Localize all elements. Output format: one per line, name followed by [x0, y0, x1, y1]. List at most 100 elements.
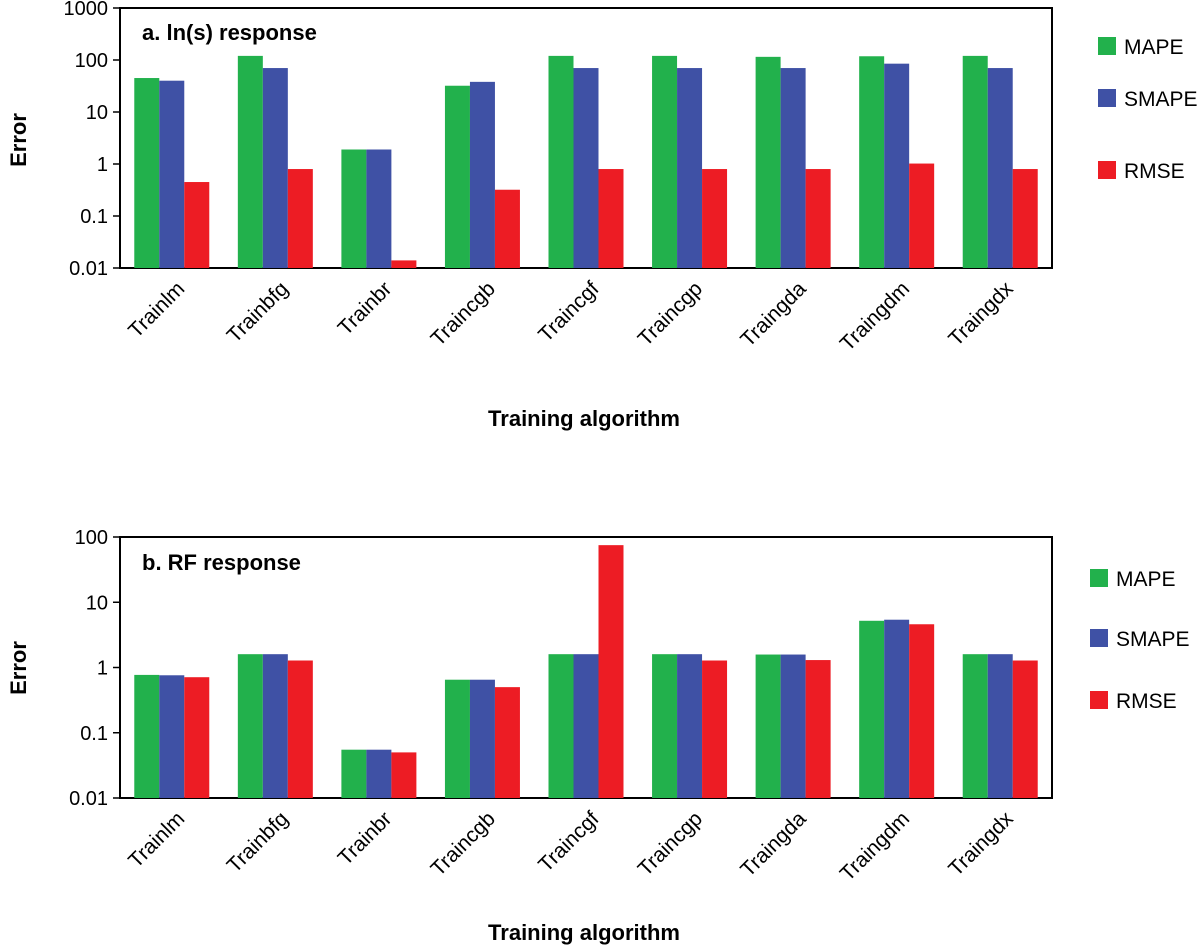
legend-label-mape: MAPE	[1116, 568, 1176, 591]
bar-mape-trainlm	[134, 674, 160, 798]
bar-mape-trainbr	[341, 749, 367, 798]
x-tick-label: Trainbfg	[223, 277, 293, 347]
bar-mape-traingda	[755, 654, 781, 798]
legend-label-mape: MAPE	[1124, 36, 1184, 59]
chart-panel-2: 0.01 0.1 1 10 100 Trainlm Trainbfg Trainbr Train…	[6, 527, 1190, 945]
bar-mape-trainlm	[134, 78, 160, 268]
bar-smape-trainbfg	[262, 654, 288, 798]
bar-rmse-traincgp	[702, 660, 728, 798]
x-axis-title: Training algorithm	[488, 406, 680, 431]
x-tick-label: Traincgb	[426, 807, 499, 880]
x-tick-label: Traingda	[736, 277, 811, 352]
x-tick-label: Traincgp	[634, 807, 707, 880]
legend: MAPE SMAPE RMSE	[1090, 568, 1190, 713]
legend-label-rmse: RMSE	[1124, 160, 1185, 183]
bar-rmse-traincgf	[598, 545, 624, 798]
bar-rmse-trainbr	[391, 752, 417, 798]
legend-swatch-rmse	[1090, 691, 1108, 709]
bar-rmse-trainbfg	[287, 169, 313, 268]
bar-rmse-traincgb	[494, 189, 520, 268]
bar-smape-trainlm	[159, 80, 185, 269]
y-tick-label: 1	[97, 658, 108, 680]
bar-mape-trainbfg	[237, 654, 263, 798]
x-tick-label: Traingdm	[836, 807, 914, 885]
x-tick-label: Traingdm	[836, 277, 914, 355]
bar-rmse-trainbfg	[287, 660, 313, 798]
bar-rmse-trainbr	[391, 260, 417, 268]
legend: MAPE SMAPE RMSE	[1098, 36, 1198, 183]
y-tick-label: 0.1	[80, 206, 108, 228]
bar-mape-traingda	[755, 56, 781, 268]
bar-rmse-traincgp	[702, 169, 728, 268]
legend-swatch-mape	[1098, 37, 1116, 55]
bar-smape-traingdm	[884, 63, 910, 269]
bar-smape-traingdx	[987, 654, 1013, 798]
bar-rmse-traingdm	[909, 163, 935, 268]
bar-smape-trainbr	[366, 749, 392, 798]
chart-panel-1: 0.01 0.1 1 10 100 1000 Trainlm Trainbfg Trainbr T…	[6, 0, 1198, 431]
bar-rmse-traincgf	[598, 169, 624, 268]
legend-swatch-mape	[1090, 569, 1108, 587]
legend-swatch-smape	[1098, 89, 1116, 107]
x-tick-label: Trainlm	[124, 807, 189, 872]
bar-rmse-trainlm	[184, 182, 210, 268]
bar-smape-traincgp	[677, 68, 703, 268]
bar-rmse-traingda	[805, 660, 831, 798]
bar-smape-traincgf	[573, 654, 599, 798]
legend-label-smape: SMAPE	[1116, 628, 1190, 651]
y-tick-label: 100	[75, 527, 108, 549]
bar-mape-traingdm	[859, 620, 885, 798]
x-tick-label: Traincgf	[534, 277, 603, 346]
bar-mape-traincgp	[652, 55, 678, 269]
bar-smape-traincgb	[469, 679, 495, 798]
y-tick-label: 100	[75, 50, 108, 72]
x-tick-label: Traingdx	[944, 807, 1018, 881]
legend-swatch-smape	[1090, 629, 1108, 647]
chart-title: a. ln(s) response	[142, 20, 317, 45]
bar-mape-trainbfg	[237, 55, 263, 269]
y-tick-label: 10	[86, 102, 108, 124]
y-tick-label: 10	[86, 592, 108, 614]
bar-smape-traincgp	[677, 654, 703, 798]
x-axis-title: Training algorithm	[488, 920, 680, 945]
x-tick-label: Traingdx	[944, 277, 1018, 351]
bar-smape-traingdx	[987, 68, 1013, 268]
legend-label-rmse: RMSE	[1116, 690, 1177, 713]
bar-rmse-traincgb	[494, 687, 520, 798]
bar-rmse-traingdm	[909, 624, 935, 798]
legend-label-smape: SMAPE	[1124, 88, 1198, 111]
bar-smape-trainbfg	[262, 68, 288, 268]
bar-mape-traincgf	[548, 654, 574, 798]
bar-smape-trainbr	[366, 149, 392, 268]
x-tick-label: Traincgp	[634, 277, 707, 350]
y-tick-label: 0.01	[69, 788, 108, 810]
bar-rmse-trainlm	[184, 677, 210, 798]
bar-smape-traincgf	[573, 68, 599, 268]
bar-smape-trainlm	[159, 675, 185, 798]
bar-mape-traincgb	[444, 679, 470, 798]
y-tick-label: 1000	[64, 0, 109, 20]
x-tick-label: Traingda	[736, 807, 811, 882]
x-tick-label: Traincgb	[426, 277, 499, 350]
y-tick-label: 0.1	[80, 723, 108, 745]
bar-mape-traingdm	[859, 56, 885, 269]
y-tick-label: 0.01	[69, 258, 108, 280]
bar-mape-traincgb	[444, 85, 470, 268]
x-tick-label: Traincgf	[534, 807, 603, 876]
bar-mape-trainbr	[341, 149, 367, 268]
bar-mape-traingdx	[962, 654, 988, 798]
bar-rmse-traingda	[805, 169, 831, 268]
bar-rmse-traingdx	[1012, 169, 1038, 268]
legend-swatch-rmse	[1098, 161, 1116, 179]
bar-mape-traincgp	[652, 654, 678, 798]
bar-smape-traingda	[780, 654, 806, 798]
bar-mape-traingdx	[962, 55, 988, 269]
x-tick-label: Trainbfg	[223, 807, 293, 877]
y-axis-title: Error	[6, 113, 31, 167]
bar-smape-traingda	[780, 68, 806, 268]
x-tick-label: Trainbr	[334, 277, 397, 340]
bar-smape-traingdm	[884, 619, 910, 798]
y-tick-label: 1	[97, 154, 108, 176]
bar-mape-traincgf	[548, 55, 574, 269]
